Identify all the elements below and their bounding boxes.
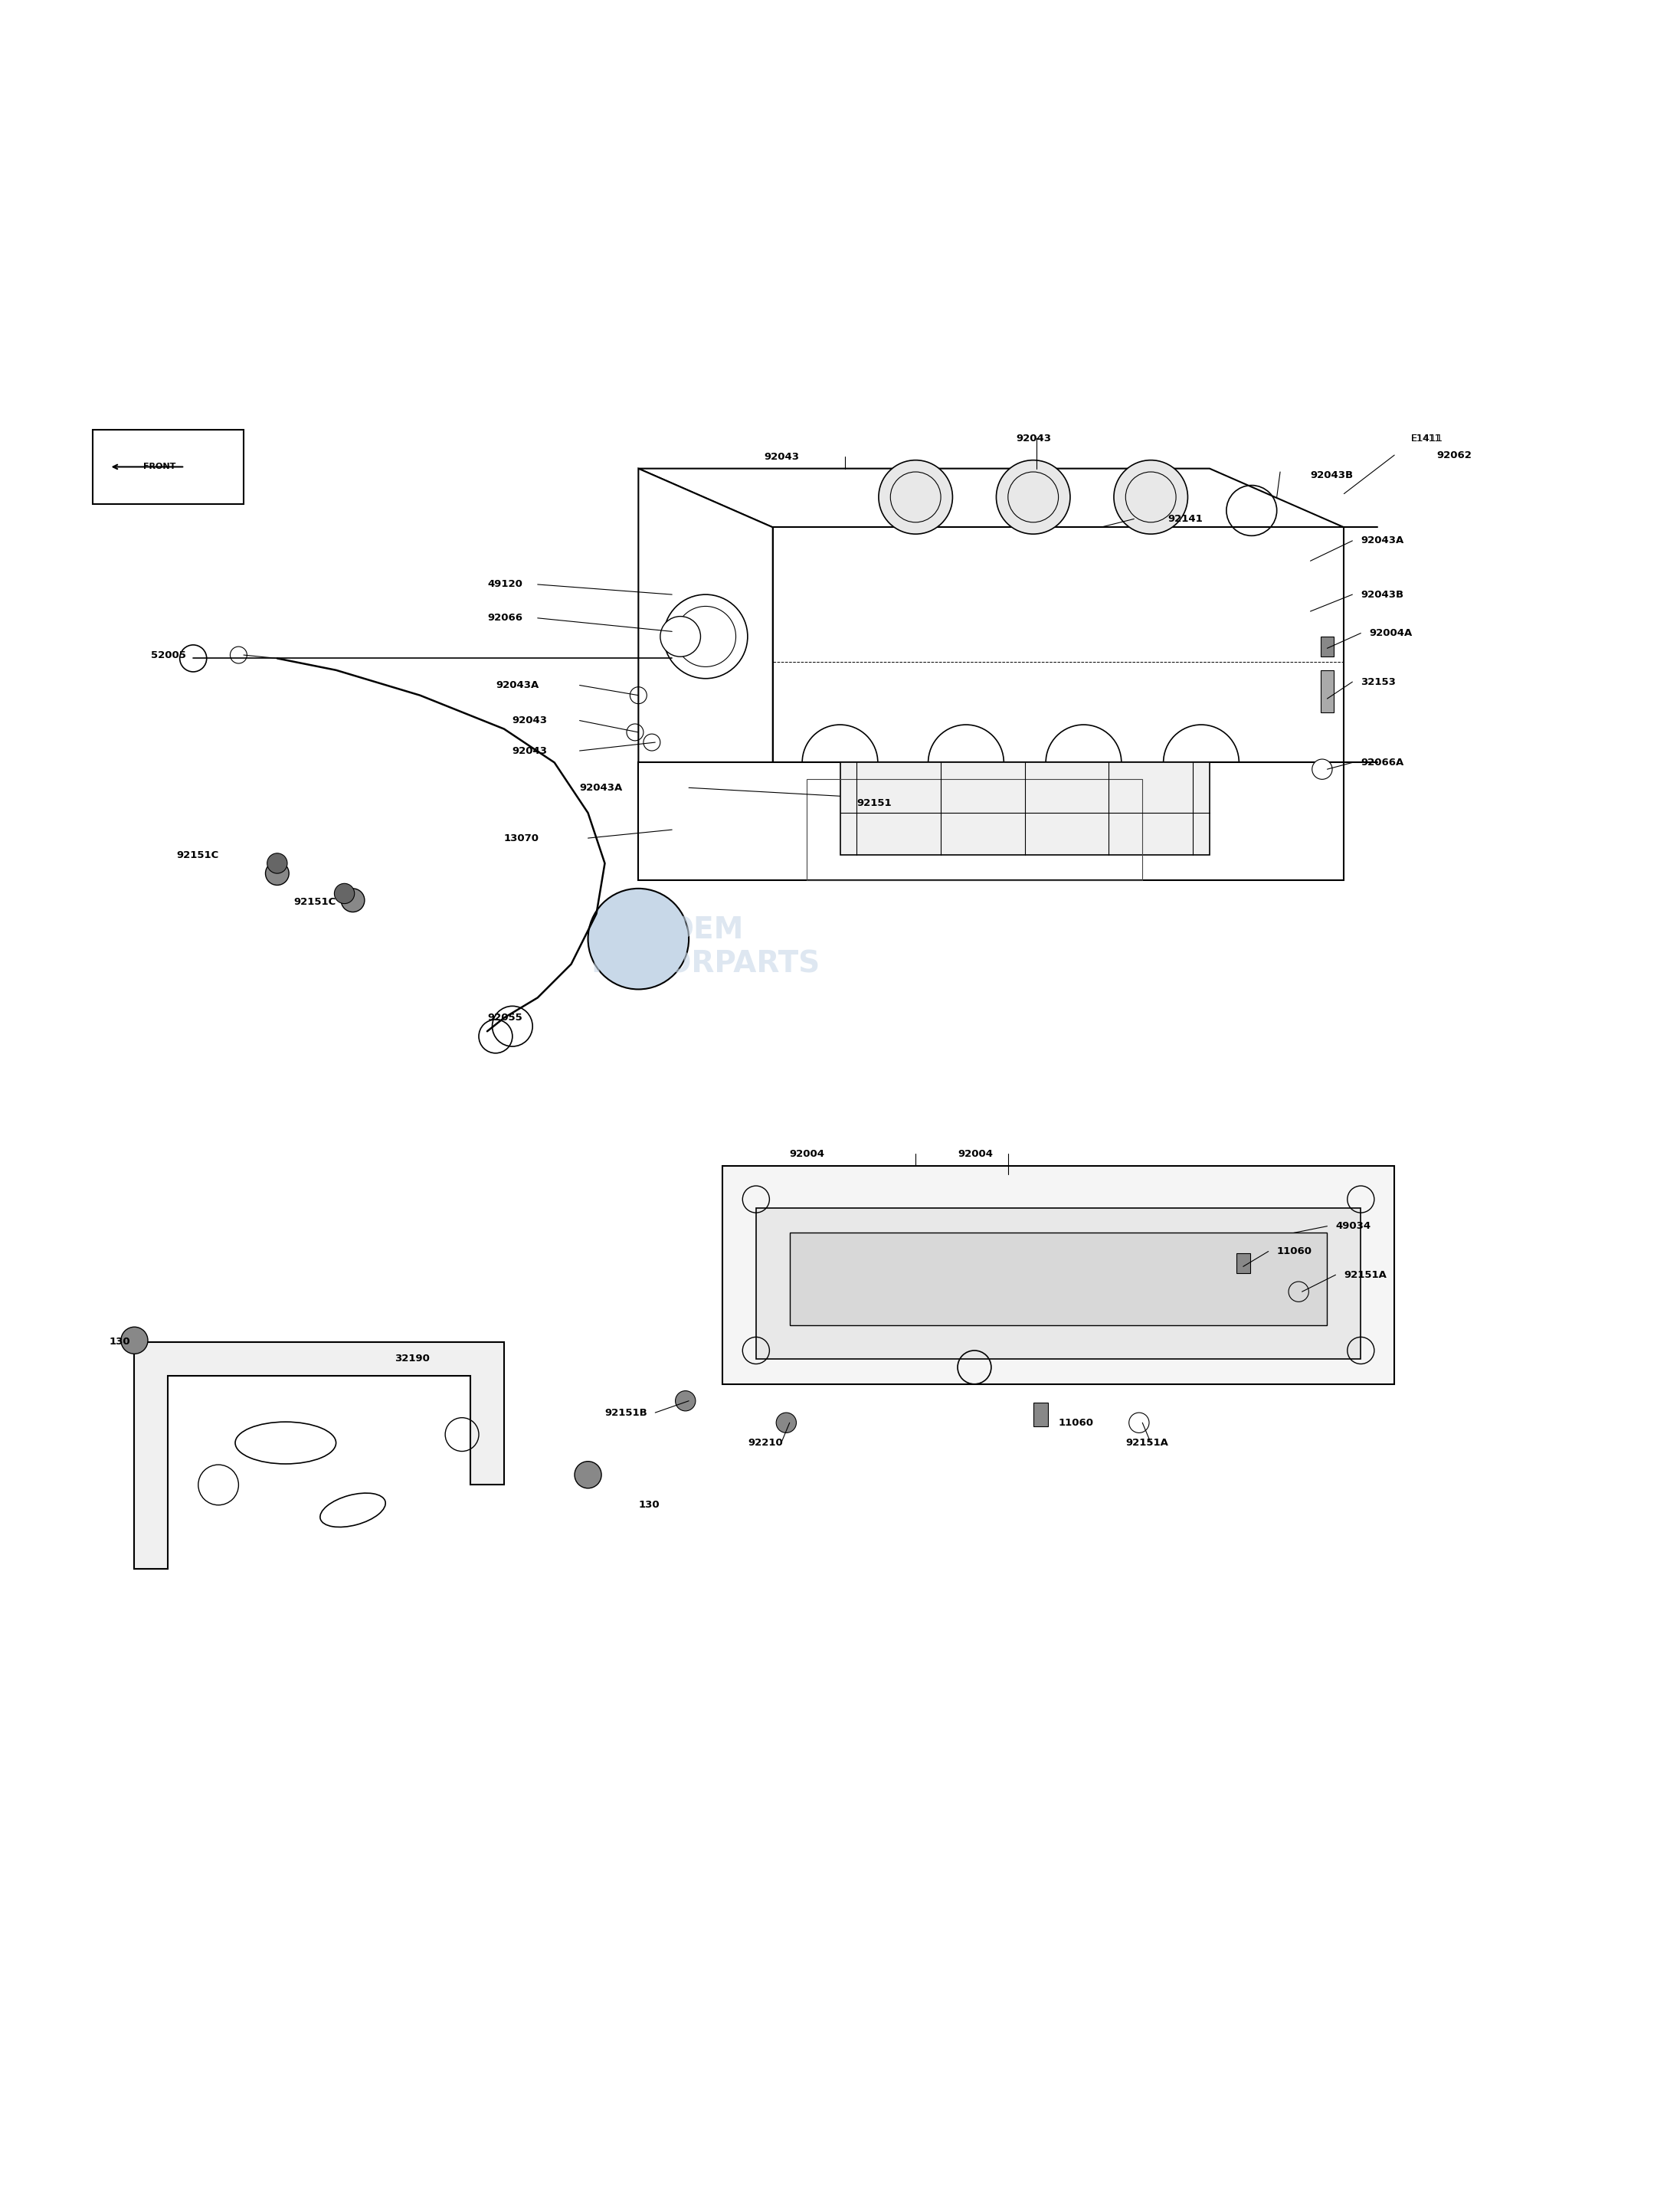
Bar <box>1320 670 1334 712</box>
Circle shape <box>776 1413 796 1432</box>
Text: 32153: 32153 <box>1361 677 1396 688</box>
Text: 92043: 92043 <box>1016 433 1052 444</box>
Circle shape <box>334 883 354 903</box>
Text: 92141: 92141 <box>1168 514 1203 523</box>
Circle shape <box>121 1327 148 1353</box>
Circle shape <box>1114 459 1188 534</box>
Polygon shape <box>638 468 773 762</box>
Circle shape <box>265 861 289 885</box>
Circle shape <box>660 617 701 657</box>
Ellipse shape <box>321 1494 385 1527</box>
Circle shape <box>198 1465 239 1505</box>
Text: 92210: 92210 <box>748 1437 783 1448</box>
Text: 92043B: 92043B <box>1310 470 1354 481</box>
Circle shape <box>1312 760 1332 780</box>
Text: 92055: 92055 <box>487 1013 522 1024</box>
Bar <box>1033 1402 1048 1426</box>
Bar <box>722 1167 1394 1384</box>
Circle shape <box>180 646 207 672</box>
Polygon shape <box>638 762 1344 881</box>
Bar <box>1320 637 1334 657</box>
Text: 92004A: 92004A <box>1369 628 1413 637</box>
Text: 92151B: 92151B <box>605 1408 647 1417</box>
Text: 92043: 92043 <box>512 745 548 756</box>
Text: 130: 130 <box>638 1501 660 1509</box>
Text: 92004: 92004 <box>958 1149 993 1158</box>
Text: 92043A: 92043A <box>580 782 623 793</box>
Text: 49120: 49120 <box>487 580 522 589</box>
Text: 52005: 52005 <box>151 650 186 659</box>
Text: 11060: 11060 <box>1277 1246 1312 1257</box>
Bar <box>790 1233 1327 1325</box>
Text: 13070: 13070 <box>504 833 539 844</box>
Text: 92151C: 92151C <box>294 896 336 907</box>
Text: E1411: E1411 <box>1411 433 1441 444</box>
Bar <box>840 762 1210 855</box>
Text: 92066: 92066 <box>487 613 522 624</box>
Text: 92043: 92043 <box>764 453 800 461</box>
Polygon shape <box>638 468 1344 527</box>
Ellipse shape <box>235 1421 336 1463</box>
Text: E1411: E1411 <box>1411 433 1443 444</box>
Polygon shape <box>134 1342 504 1569</box>
Bar <box>756 1208 1361 1360</box>
Text: 32190: 32190 <box>395 1353 430 1364</box>
Bar <box>806 780 1142 881</box>
Text: 92062: 92062 <box>1436 450 1472 459</box>
Text: 49034: 49034 <box>1336 1222 1371 1230</box>
Text: OEM
MOTORPARTS: OEM MOTORPARTS <box>591 916 820 978</box>
Text: 92043B: 92043B <box>1361 589 1404 600</box>
Text: 92043A: 92043A <box>496 681 539 690</box>
Text: 92151A: 92151A <box>1126 1437 1168 1448</box>
Circle shape <box>267 852 287 874</box>
Text: 92151: 92151 <box>857 798 892 808</box>
Circle shape <box>588 888 689 989</box>
Bar <box>92 431 244 503</box>
Circle shape <box>996 459 1070 534</box>
Text: 92004: 92004 <box>790 1149 825 1158</box>
Text: 92043A: 92043A <box>1361 536 1404 545</box>
Text: 130: 130 <box>109 1338 131 1347</box>
Text: FRONT: FRONT <box>143 464 176 470</box>
Text: 92043: 92043 <box>512 716 548 725</box>
Circle shape <box>879 459 953 534</box>
Text: 92151A: 92151A <box>1344 1270 1386 1281</box>
Bar <box>1236 1252 1250 1274</box>
Circle shape <box>575 1461 601 1487</box>
Text: 11060: 11060 <box>1058 1417 1094 1428</box>
Text: 92066A: 92066A <box>1361 758 1404 767</box>
Text: 92151C: 92151C <box>176 850 218 859</box>
Circle shape <box>675 1391 696 1410</box>
Circle shape <box>341 888 365 912</box>
Polygon shape <box>773 527 1344 762</box>
